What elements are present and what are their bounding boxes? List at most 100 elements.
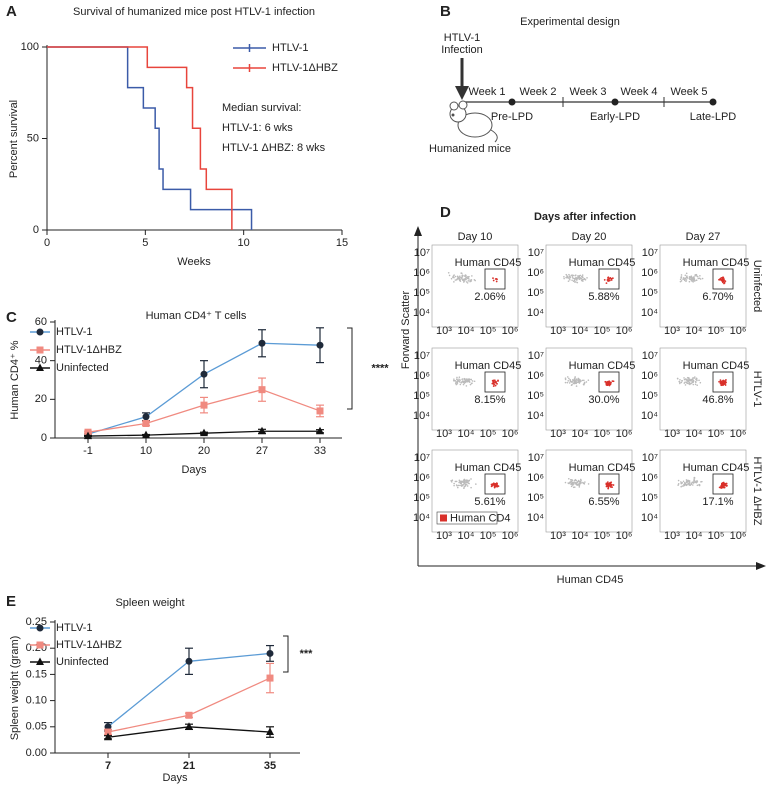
gate-label: Human CD45 — [683, 257, 750, 269]
event-dot — [699, 381, 702, 384]
event-dot — [687, 479, 690, 482]
gate-label: Human CD45 — [569, 257, 636, 269]
legend-label: Uninfected — [56, 362, 109, 374]
arrow-head — [756, 562, 766, 570]
marker — [36, 641, 44, 649]
marker — [258, 426, 266, 435]
event-dot — [584, 481, 586, 483]
gate-label: Human CD45 — [683, 462, 750, 474]
flow-y-tick: 10⁷ — [528, 350, 544, 362]
x-tick-label: 35 — [264, 760, 276, 772]
event-dot — [676, 377, 679, 380]
event-dot — [679, 382, 681, 385]
flow-x-tick: 10⁴ — [458, 530, 475, 542]
timepoint — [611, 98, 619, 106]
cd4-dot — [720, 384, 723, 387]
flow-x-tick: 10⁵ — [708, 428, 725, 440]
event-dot — [693, 476, 696, 479]
event-dot — [685, 378, 688, 381]
event-dot — [566, 381, 569, 384]
event-dot — [681, 380, 684, 382]
flow-x-tick: 10⁶ — [616, 530, 633, 542]
significance-bracket — [283, 635, 289, 673]
event-dot — [464, 274, 467, 276]
event-dot — [566, 275, 568, 277]
event-dot — [686, 275, 688, 277]
event-dot — [574, 378, 576, 381]
cd4-dot — [496, 485, 499, 488]
event-dot — [693, 377, 695, 379]
event-dot — [575, 479, 578, 482]
flow-y-tick: 10⁷ — [528, 452, 544, 464]
y-tick-label: 0 — [41, 432, 47, 444]
cd4-dot — [725, 379, 727, 381]
event-dot — [686, 379, 689, 382]
event-dot — [453, 276, 455, 279]
flow-y-label: Forward Scatter — [400, 291, 412, 370]
cd4-dot — [723, 380, 726, 383]
gate — [484, 371, 506, 393]
event-dot — [475, 483, 477, 485]
event-dot — [461, 381, 464, 383]
event-dot — [685, 484, 688, 487]
event-dot — [677, 484, 679, 486]
event-dot — [694, 481, 696, 484]
gate-label: Human CD45 — [569, 360, 636, 372]
event-dot — [571, 279, 573, 282]
y-tick-label: 0.00 — [26, 747, 47, 759]
cd4-dot — [611, 484, 613, 486]
event-dot — [447, 272, 450, 274]
event-dot — [686, 480, 689, 483]
event-dot — [450, 481, 453, 483]
event-dot — [700, 481, 702, 483]
event-dot — [564, 378, 567, 381]
event-dot — [693, 478, 695, 480]
cd4-dot — [492, 385, 495, 387]
event-dot — [697, 277, 700, 280]
y-tick-label: 100 — [21, 41, 39, 53]
panel-letter: D — [440, 204, 451, 221]
x-axis-label: Weeks — [177, 256, 211, 268]
survival-curve — [47, 46, 233, 230]
event-dot — [464, 278, 467, 280]
event-dot — [583, 381, 586, 384]
gate-label: Human CD45 — [455, 257, 522, 269]
event-dot — [579, 274, 582, 277]
event-dot — [684, 381, 686, 383]
event-dot — [576, 481, 578, 484]
y-tick-label: 20 — [35, 393, 47, 405]
event-dot — [563, 277, 565, 280]
event-dot — [464, 482, 466, 484]
flow-x-tick: 10⁵ — [708, 530, 725, 542]
flow-y-tick: 10⁴ — [413, 512, 430, 524]
event-dot — [458, 479, 461, 482]
cd4-dot — [494, 485, 496, 488]
event-dot — [578, 486, 581, 488]
week-label: Week 5 — [670, 86, 707, 98]
cd4-dot — [495, 277, 498, 280]
flow-y-tick: 10⁴ — [413, 410, 430, 422]
event-dot — [455, 480, 458, 483]
event-dot — [463, 479, 465, 481]
x-tick-label: 20 — [198, 445, 210, 457]
event-dot — [581, 379, 584, 382]
event-dot — [580, 275, 583, 278]
cd4-dot — [612, 484, 615, 486]
event-dot — [580, 380, 582, 382]
gate-label: Human CD45 — [569, 462, 636, 474]
gate-percentage: 17.1% — [702, 496, 733, 508]
cd4-dot — [607, 278, 610, 281]
event-dot — [690, 280, 693, 282]
event-dot — [573, 381, 575, 384]
event-dot — [682, 276, 685, 279]
event-dot — [574, 279, 576, 281]
y-axis-label: Spleen weight (gram) — [9, 636, 21, 741]
event-dot — [459, 379, 461, 381]
event-dot — [687, 379, 690, 382]
cd4-dot — [724, 382, 727, 384]
event-dot — [456, 378, 458, 381]
flow-x-tick: 10³ — [664, 428, 680, 440]
event-dot — [570, 482, 573, 484]
event-dot — [581, 274, 584, 276]
event-dot — [577, 277, 579, 280]
